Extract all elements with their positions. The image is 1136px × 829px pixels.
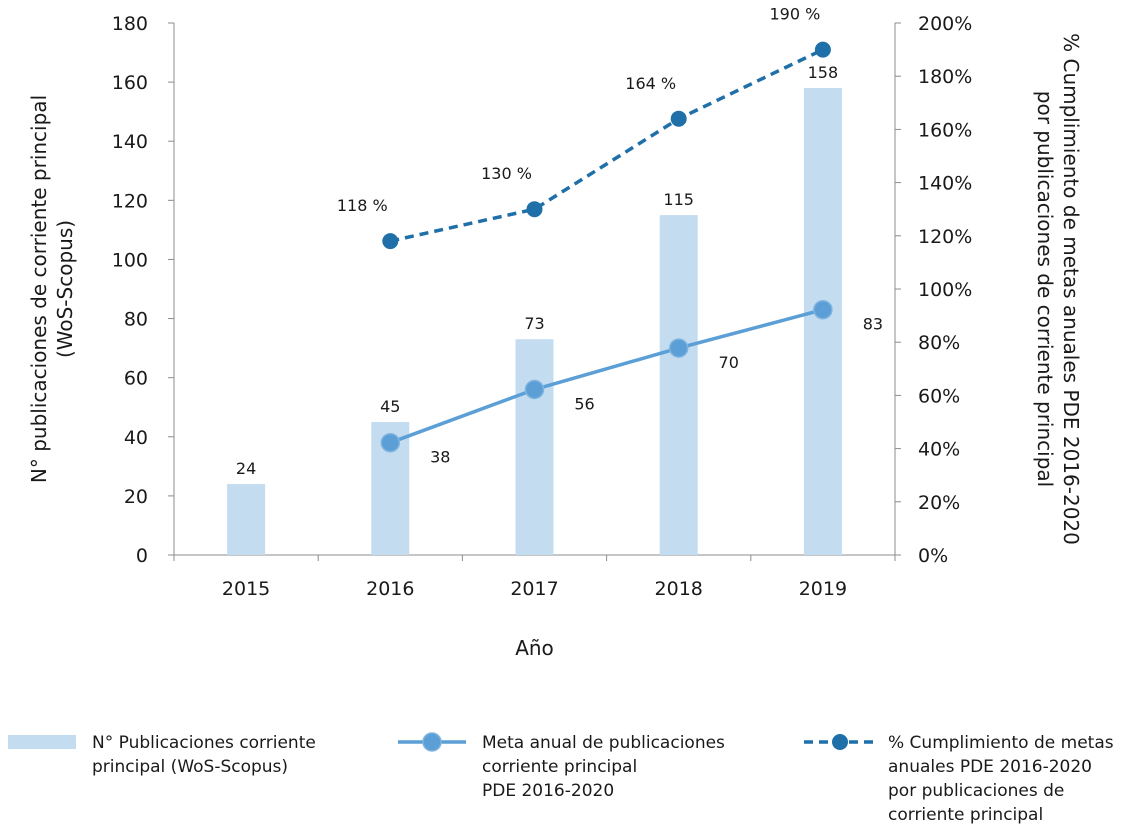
cumplimiento-data-label: 164 %: [625, 74, 676, 93]
y-tick-label: 60: [124, 368, 148, 390]
y-tick-label: 100: [112, 249, 148, 271]
y2-tick-label: 60%: [918, 385, 960, 407]
legend-label-meta: PDE 2016-2020: [482, 781, 614, 801]
meta-data-label: 56: [574, 394, 594, 413]
cumplimiento-data-label: 118 %: [337, 196, 388, 215]
cumplimiento-point: [526, 201, 543, 218]
y2-tick-label: 80%: [918, 332, 960, 354]
cumplimiento-data-label: 190 %: [769, 5, 820, 24]
y-tick-label: 140: [112, 131, 148, 153]
y2-tick-label: 40%: [918, 439, 960, 461]
legend-label-cumplimiento: corriente principal: [888, 805, 1043, 825]
bar: [803, 88, 842, 556]
y-tick-label: 20: [124, 486, 148, 508]
y2-tick-label: 200%: [918, 13, 972, 35]
meta-point: [813, 299, 833, 320]
y2-tick-label: 0%: [918, 545, 948, 567]
meta-point: [668, 338, 689, 358]
bar-data-label: 73: [524, 314, 544, 333]
y2-axis-title-line: por publicaciones de corriente principal: [1033, 91, 1057, 487]
x-tick-label: 2017: [510, 578, 558, 600]
y-tick-label: 80: [124, 309, 148, 331]
legend-label-meta: Meta anual de publicaciones: [482, 733, 725, 753]
bar: [227, 484, 266, 555]
bar: [515, 339, 554, 555]
y-tick-label: 120: [112, 190, 148, 212]
bar-data-label: 24: [236, 459, 256, 478]
y2-tick-label: 140%: [918, 173, 972, 195]
y-tick-label: 180: [112, 13, 148, 35]
meta-line: [389, 307, 824, 445]
bar-data-label: 45: [380, 397, 400, 416]
legend-label-meta: corriente principal: [482, 757, 637, 777]
legend-swatch-bars: [8, 735, 76, 749]
y-axis-title-line: N° publicaciones de corriente principal: [27, 95, 51, 483]
legend: N° Publicaciones corriente principal (WoS…: [8, 732, 1114, 825]
y2-tick-label: 120%: [918, 226, 972, 248]
cumplimiento-line: [389, 48, 824, 243]
y2-tick-label: 100%: [918, 279, 972, 301]
bar-data-label: 158: [808, 63, 839, 82]
y-tick-label: 0: [136, 545, 148, 567]
legend-label-cumplimiento: anuales PDE 2016-2020: [888, 757, 1092, 777]
meta-point: [524, 379, 545, 400]
bar: [659, 215, 698, 555]
cumplimiento-point: [382, 233, 399, 250]
legend-label-bars: N° Publicaciones corriente: [92, 733, 316, 753]
meta-data-label: 70: [719, 353, 739, 372]
legend-swatch-cumplimiento-marker: [832, 734, 848, 750]
bar-series: [227, 88, 842, 556]
y-axis-title-line: (WoS-Scopus): [53, 220, 77, 358]
cumplimiento-point: [670, 110, 687, 127]
x-tick-label: 2019: [799, 578, 847, 600]
legend-swatch-meta-marker: [422, 732, 442, 752]
cumplimiento-data-label: 130 %: [481, 164, 532, 183]
x-tick-label: 2016: [366, 578, 414, 600]
legend-label-cumplimiento: por publicaciones de: [888, 781, 1064, 801]
y2-tick-label: 180%: [918, 66, 972, 88]
x-tick-label: 2018: [655, 578, 703, 600]
bar-data-label: 115: [663, 190, 694, 209]
y-tick-label: 40: [124, 427, 148, 449]
cumplimiento-point: [814, 41, 831, 58]
x-axis-title: Año: [515, 636, 554, 660]
axes: 0 20 40 60 80 100 120 140 160 180 0% 20% 40% 60% 80% 10…: [27, 13, 1083, 660]
legend-label-cumplimiento: % Cumplimiento de metas: [888, 733, 1114, 753]
x-tick-label: 2015: [222, 578, 270, 600]
y-tick-label: 160: [112, 72, 148, 94]
line-series: [380, 41, 833, 453]
legend-label-bars: principal (WoS-Scopus): [92, 757, 288, 777]
data-labels: 24 45 73 115 158 38 56 70 83 118 % 130 % 164 % 190 %: [236, 5, 883, 478]
meta-point: [380, 432, 401, 453]
y-axis-title: N° publicaciones de corriente principal(…: [27, 95, 77, 483]
y2-tick-label: 20%: [918, 492, 960, 514]
y2-axis-title-line: % Cumplimiento de metas anuales PDE 2016…: [1059, 33, 1083, 545]
y2-axis-title: % Cumplimiento de metas anuales PDE 2016…: [1033, 33, 1083, 545]
meta-data-label: 38: [430, 448, 450, 467]
meta-data-label: 83: [863, 315, 883, 334]
y2-tick-label: 160%: [918, 119, 972, 141]
